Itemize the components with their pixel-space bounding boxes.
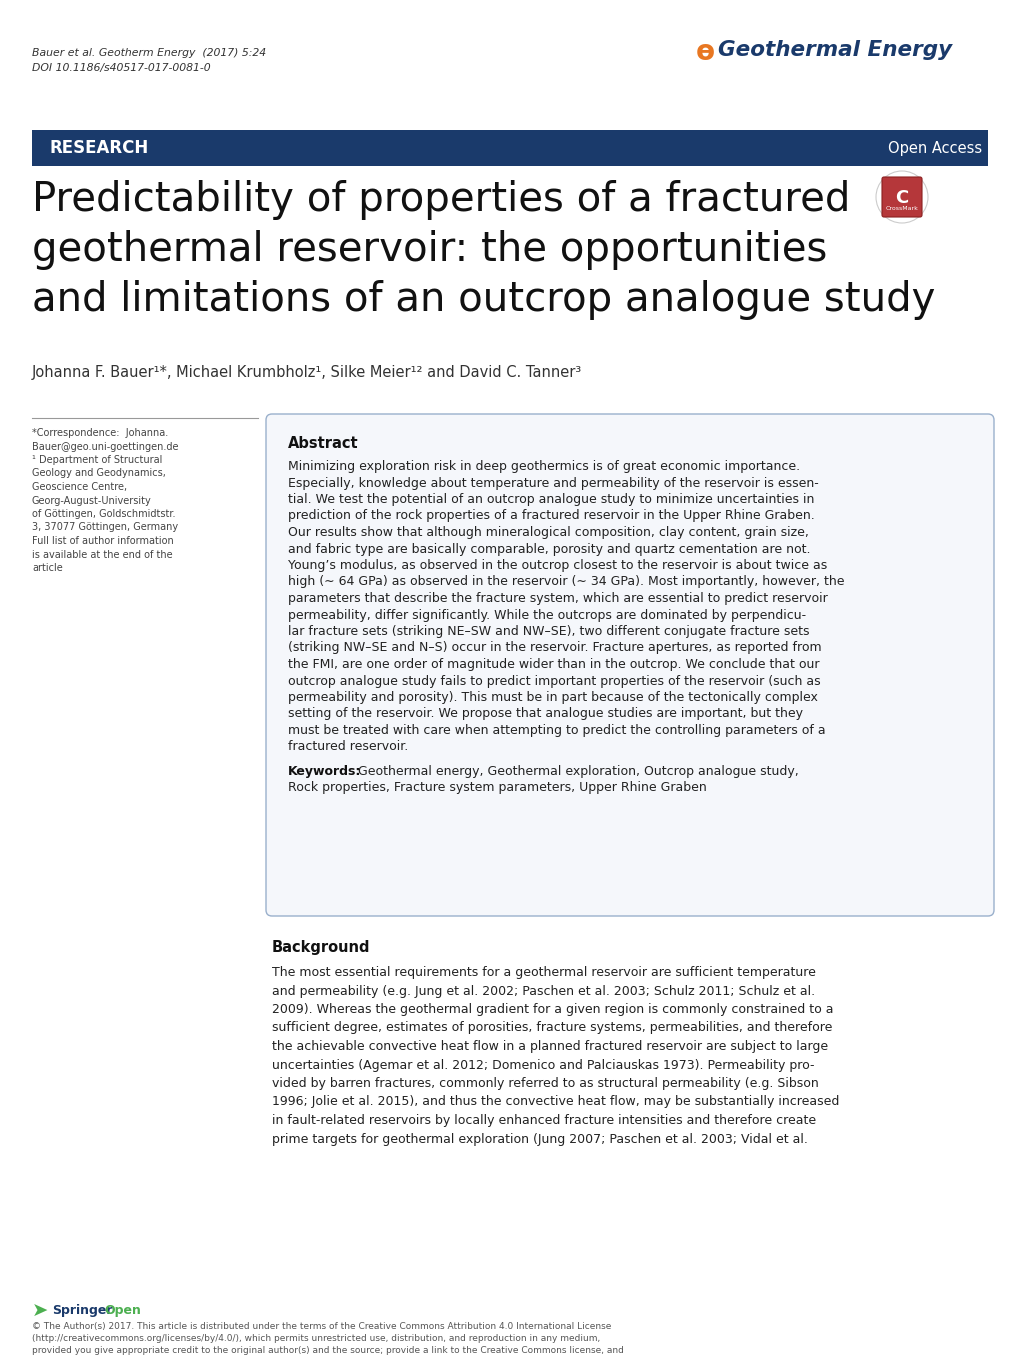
Text: permeability, differ significantly. While the outcrops are dominated by perpendi: permeability, differ significantly. Whil… <box>287 608 805 622</box>
Text: Full list of author information: Full list of author information <box>32 537 173 546</box>
Text: C: C <box>895 188 908 207</box>
Text: and permeability (e.g. Jung et al. 2002; Paschen et al. 2003; Schulz 2011; Schul: and permeability (e.g. Jung et al. 2002;… <box>272 985 814 997</box>
Text: vided by barren fractures, commonly referred to as structural permeability (e.g.: vided by barren fractures, commonly refe… <box>272 1077 818 1089</box>
Text: Bauer@geo.uni-goettingen.de: Bauer@geo.uni-goettingen.de <box>32 442 178 451</box>
Text: uncertainties (Agemar et al. 2012; Domenico and Palciauskas 1973). Permeability : uncertainties (Agemar et al. 2012; Domen… <box>272 1058 814 1072</box>
Text: prediction of the rock properties of a fractured reservoir in the Upper Rhine Gr: prediction of the rock properties of a f… <box>287 509 814 523</box>
Text: Geothermal Energy: Geothermal Energy <box>717 41 951 60</box>
Text: provided you give appropriate credit to the original author(s) and the source; p: provided you give appropriate credit to … <box>32 1346 624 1355</box>
Text: Keywords:: Keywords: <box>287 766 361 778</box>
Text: CrossMark: CrossMark <box>884 206 917 211</box>
Text: the achievable convective heat flow in a planned fractured reservoir are subject: the achievable convective heat flow in a… <box>272 1041 827 1053</box>
Text: tial. We test the potential of an outcrop analogue study to minimize uncertainti: tial. We test the potential of an outcro… <box>287 493 813 505</box>
Text: Young’s modulus, as observed in the outcrop closest to the reservoir is about tw: Young’s modulus, as observed in the outc… <box>287 560 826 572</box>
Text: ➤: ➤ <box>32 1302 48 1321</box>
Text: Geology and Geodynamics,: Geology and Geodynamics, <box>32 469 166 478</box>
Text: Rock properties, Fracture system parameters, Upper Rhine Graben: Rock properties, Fracture system paramet… <box>287 782 706 794</box>
Text: fractured reservoir.: fractured reservoir. <box>287 740 408 753</box>
Text: Minimizing exploration risk in deep geothermics is of great economic importance.: Minimizing exploration risk in deep geot… <box>287 459 799 473</box>
Text: Geoscience Centre,: Geoscience Centre, <box>32 482 127 492</box>
Text: Johanna F. Bauer¹*, Michael Krumbholz¹, Silke Meier¹² and David C. Tanner³: Johanna F. Bauer¹*, Michael Krumbholz¹, … <box>32 364 582 379</box>
Text: article: article <box>32 562 63 573</box>
Text: Background: Background <box>272 940 370 955</box>
FancyBboxPatch shape <box>32 130 987 167</box>
Text: *Correspondence:  Johanna.: *Correspondence: Johanna. <box>32 428 168 438</box>
Text: Bauer et al. Geotherm Energy  (2017) 5:24: Bauer et al. Geotherm Energy (2017) 5:24 <box>32 47 266 58</box>
FancyBboxPatch shape <box>881 178 921 217</box>
Text: RESEARCH: RESEARCH <box>50 140 149 157</box>
Text: ¹ Department of Structural: ¹ Department of Structural <box>32 455 162 465</box>
Text: geothermal reservoir: the opportunities: geothermal reservoir: the opportunities <box>32 230 826 270</box>
Text: permeability and porosity). This must be in part because of the tectonically com: permeability and porosity). This must be… <box>287 691 817 705</box>
Text: prime targets for geothermal exploration (Jung 2007; Paschen et al. 2003; Vidal : prime targets for geothermal exploration… <box>272 1133 807 1145</box>
Text: Our results show that although mineralogical composition, clay content, grain si: Our results show that although mineralog… <box>287 526 808 539</box>
Text: Open Access: Open Access <box>887 141 981 156</box>
Text: Georg-August-University: Georg-August-University <box>32 496 152 505</box>
Text: 3, 37077 Göttingen, Germany: 3, 37077 Göttingen, Germany <box>32 523 178 533</box>
Text: DOI 10.1186/s40517-017-0081-0: DOI 10.1186/s40517-017-0081-0 <box>32 62 210 73</box>
Text: Geothermal energy, Geothermal exploration, Outcrop analogue study,: Geothermal energy, Geothermal exploratio… <box>350 766 798 778</box>
FancyBboxPatch shape <box>266 415 994 916</box>
Text: 2009). Whereas the geothermal gradient for a given region is commonly constraine: 2009). Whereas the geothermal gradient f… <box>272 1003 833 1016</box>
Text: and fabric type are basically comparable, porosity and quartz cementation are no: and fabric type are basically comparable… <box>287 542 810 556</box>
Text: high (∼ 64 GPa) as observed in the reservoir (∼ 34 GPa). Most importantly, howev: high (∼ 64 GPa) as observed in the reser… <box>287 576 844 588</box>
Text: parameters that describe the fracture system, which are essential to predict res: parameters that describe the fracture sy… <box>287 592 827 604</box>
Text: setting of the reservoir. We propose that analogue studies are important, but th: setting of the reservoir. We propose tha… <box>287 707 802 721</box>
Text: The most essential requirements for a geothermal reservoir are sufficient temper: The most essential requirements for a ge… <box>272 966 815 980</box>
Text: ɵ: ɵ <box>695 38 714 66</box>
Text: Abstract: Abstract <box>287 436 359 451</box>
Text: of Göttingen, Goldschmidtstr.: of Göttingen, Goldschmidtstr. <box>32 509 175 519</box>
Text: outcrop analogue study fails to predict important properties of the reservoir (s: outcrop analogue study fails to predict … <box>287 675 820 687</box>
Text: must be treated with care when attempting to predict the controlling parameters : must be treated with care when attemptin… <box>287 724 824 737</box>
Text: the FMI, are one order of magnitude wider than in the outcrop. We conclude that : the FMI, are one order of magnitude wide… <box>287 659 818 671</box>
Text: © The Author(s) 2017. This article is distributed under the terms of the Creativ: © The Author(s) 2017. This article is di… <box>32 1322 610 1331</box>
Text: sufficient degree, estimates of porosities, fracture systems, permeabilities, an: sufficient degree, estimates of porositi… <box>272 1022 832 1034</box>
Text: 1996; Jolie et al. 2015), and thus the convective heat flow, may be substantiall: 1996; Jolie et al. 2015), and thus the c… <box>272 1095 839 1108</box>
Text: (striking NW–SE and N–S) occur in the reservoir. Fracture apertures, as reported: (striking NW–SE and N–S) occur in the re… <box>287 641 821 654</box>
Circle shape <box>875 171 927 224</box>
Text: Especially, knowledge about temperature and permeability of the reservoir is ess: Especially, knowledge about temperature … <box>287 477 818 489</box>
Text: and limitations of an outcrop analogue study: and limitations of an outcrop analogue s… <box>32 280 934 320</box>
Text: is available at the end of the: is available at the end of the <box>32 550 172 560</box>
Text: in fault-related reservoirs by locally enhanced fracture intensities and therefo: in fault-related reservoirs by locally e… <box>272 1114 815 1127</box>
Text: (http://creativecommons.org/licenses/by/4.0/), which permits unrestricted use, d: (http://creativecommons.org/licenses/by/… <box>32 1335 599 1343</box>
Text: Predictability of properties of a fractured: Predictability of properties of a fractu… <box>32 180 850 220</box>
Text: lar fracture sets (striking NE–SW and NW–SE), two different conjugate fracture s: lar fracture sets (striking NE–SW and NW… <box>287 625 809 638</box>
Text: Springer: Springer <box>52 1304 112 1317</box>
Text: Open: Open <box>104 1304 141 1317</box>
